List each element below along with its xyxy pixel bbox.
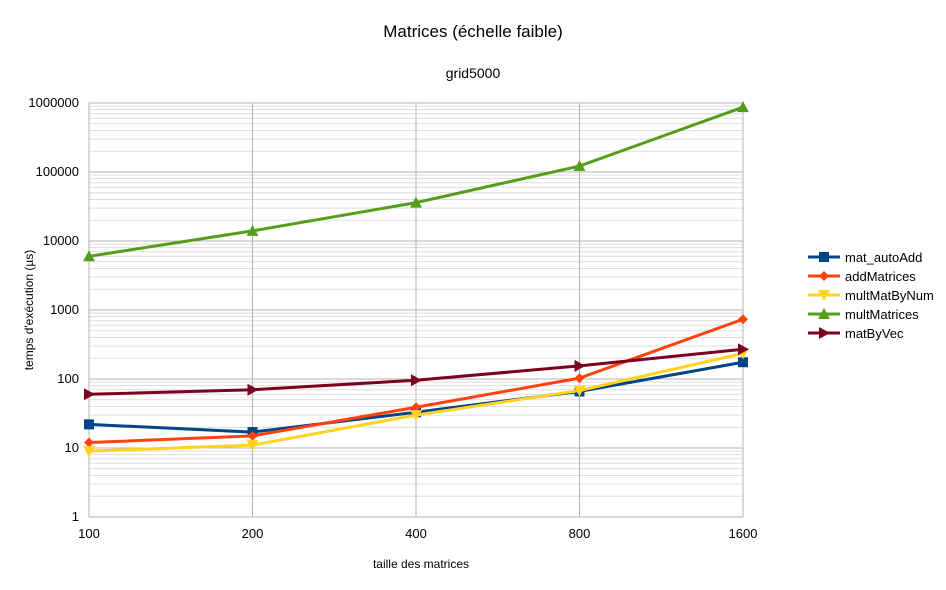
data-point: [574, 373, 585, 384]
data-point: [573, 160, 586, 172]
x-tick-label: 800: [569, 526, 591, 541]
legend-marker: [819, 271, 829, 281]
x-tick-label: 400: [405, 526, 427, 541]
data-point: [411, 402, 421, 413]
axis-ticks: 1 10 100 1000 10000 100000 1000000 100 200 400 800…: [28, 95, 757, 541]
legend-item: addMatrices: [808, 269, 916, 284]
data-point: [83, 446, 95, 458]
series-matByVec: [84, 343, 749, 401]
legend-label: addMatrices: [845, 269, 916, 284]
data-point: [246, 224, 259, 236]
series-group: [83, 101, 749, 458]
data-point: [410, 410, 422, 422]
legend-label: matByVec: [845, 326, 904, 341]
data-point: [247, 430, 258, 441]
data-point: [411, 374, 422, 387]
y-tick-label: 10000: [43, 233, 79, 248]
legend-item: mat_autoAdd: [808, 250, 922, 265]
series-addMatrices: [84, 314, 748, 448]
legend-label: multMatrices: [845, 307, 919, 322]
y-tick-label: 1000000: [28, 95, 79, 110]
legend-marker: [819, 327, 830, 339]
legend-item: matByVec: [808, 326, 904, 341]
x-axis-label: taille des matrices: [373, 557, 469, 571]
chart-subtitle: grid5000: [446, 65, 501, 81]
y-tick-label: 100000: [36, 164, 79, 179]
legend-marker: [818, 308, 830, 319]
y-tick-label: 10: [65, 440, 79, 455]
data-point: [84, 437, 94, 448]
x-tick-label: 200: [242, 526, 264, 541]
data-point: [84, 388, 95, 401]
data-point: [247, 383, 259, 396]
data-point: [410, 196, 422, 208]
legend-label: multMatByNum: [845, 288, 934, 303]
data-point: [83, 250, 95, 262]
plot-grid: [88, 102, 744, 518]
data-point: [738, 314, 748, 325]
y-tick-label: 1000: [50, 302, 79, 317]
data-point: [738, 343, 749, 356]
data-point: [246, 440, 259, 452]
chart-title: Matrices (échelle faible): [383, 22, 563, 41]
x-tick-label: 100: [78, 526, 100, 541]
legend-item: multMatByNum: [808, 288, 934, 303]
legend-marker: [818, 290, 830, 301]
legend-item: multMatrices: [808, 307, 919, 322]
data-point: [573, 385, 586, 397]
series-multMatByNum: [83, 348, 749, 458]
legend: mat_autoAdd addMatrices multMatByNum multMa…: [808, 250, 934, 341]
legend-marker: [819, 252, 829, 262]
series-multMatrices: [83, 101, 749, 262]
data-point: [738, 357, 748, 368]
legend-label: mat_autoAdd: [845, 250, 922, 265]
data-point: [737, 101, 749, 113]
x-tick-label: 1600: [729, 526, 758, 541]
data-point: [574, 359, 586, 372]
y-tick-label: 100: [57, 371, 79, 386]
y-axis-label: temps d'exécution (µs): [22, 250, 36, 371]
data-point: [84, 419, 94, 430]
y-tick-label: 1: [72, 509, 79, 524]
